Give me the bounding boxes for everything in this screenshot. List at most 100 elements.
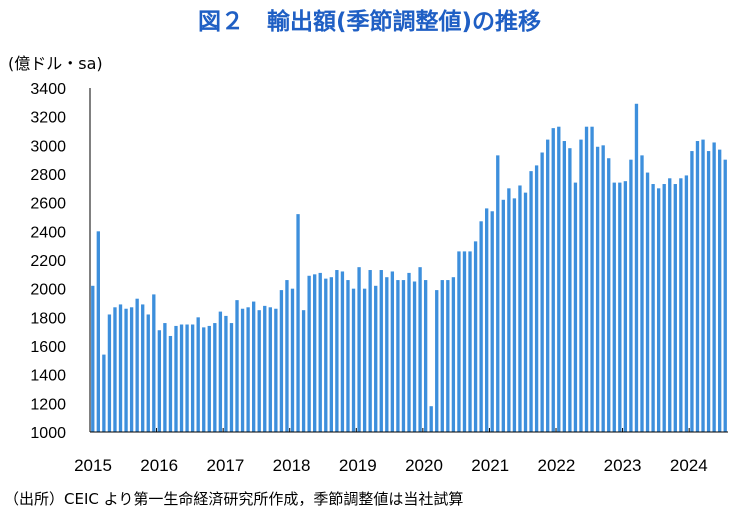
- x-tick-label: 2022: [537, 456, 575, 475]
- bar: [385, 277, 389, 432]
- bar: [346, 280, 350, 432]
- bar: [263, 305, 267, 432]
- bar: [257, 310, 261, 432]
- bar: [129, 307, 134, 432]
- x-tick-label: 2021: [471, 456, 509, 475]
- bar: [224, 315, 228, 432]
- bar: [418, 267, 422, 432]
- chart-title: 図２ 輸出額(季節調整値)の推移: [197, 9, 542, 35]
- bar: [584, 126, 589, 432]
- bar: [579, 139, 583, 432]
- bar: [645, 172, 650, 432]
- bar: [518, 185, 522, 432]
- bar: [124, 308, 128, 432]
- bar: [651, 184, 655, 432]
- x-tick-label: 2018: [273, 456, 311, 475]
- bar: [252, 301, 256, 432]
- bar: [496, 155, 500, 432]
- bar: [357, 267, 361, 432]
- bar: [379, 270, 383, 432]
- y-tick-label: 2400: [30, 224, 66, 241]
- bar: [712, 142, 716, 432]
- bar: [485, 208, 489, 432]
- bar: [163, 323, 167, 432]
- bar: [640, 155, 644, 432]
- bar: [551, 128, 555, 432]
- x-tick-label: 2017: [206, 456, 244, 475]
- bar: [479, 221, 483, 432]
- bar-series: [91, 103, 727, 433]
- bar: [590, 126, 594, 432]
- y-axis-ticks: 1000 1200 1400 1600 1800 2000 2200 2400 2600 2800…: [30, 81, 66, 442]
- bar: [701, 139, 705, 432]
- y-tick-label: 2800: [30, 167, 66, 184]
- bar: [429, 406, 433, 432]
- bar: [285, 280, 289, 432]
- bar: [229, 323, 234, 432]
- bar: [401, 280, 406, 432]
- bar: [113, 307, 117, 432]
- bar: [490, 211, 494, 432]
- bar: [135, 298, 139, 432]
- bar: [529, 171, 533, 432]
- bar: [540, 152, 544, 432]
- bar: [190, 324, 195, 432]
- bar: [634, 103, 639, 433]
- bar: [573, 182, 578, 432]
- bar: [235, 300, 239, 432]
- bar: [673, 184, 677, 432]
- bar: [396, 280, 400, 432]
- x-tick-label: 2020: [405, 456, 443, 475]
- bar: [690, 151, 694, 432]
- bar: [546, 139, 550, 432]
- bar: [446, 280, 450, 432]
- bar: [534, 165, 539, 432]
- y-tick-label: 3000: [30, 138, 66, 155]
- bar: [423, 280, 428, 432]
- bar: [473, 241, 478, 432]
- bar: [440, 280, 444, 432]
- x-axis-ticks: 2015 2016 2017 2018 2019 2020 2021 2022 2023 2024: [74, 456, 708, 475]
- bar: [368, 270, 372, 432]
- bar: [196, 317, 200, 432]
- y-tick-label: 3200: [30, 110, 66, 127]
- bar: [562, 141, 566, 432]
- bar: [362, 288, 367, 432]
- bar: [501, 199, 505, 432]
- y-tick-label: 2600: [30, 196, 66, 213]
- bar: [313, 274, 317, 432]
- bar: [557, 126, 561, 432]
- axes: [89, 88, 728, 433]
- bar: [340, 271, 345, 432]
- bar: [96, 231, 100, 432]
- bar: [706, 151, 711, 432]
- bar: [507, 188, 511, 432]
- x-tick-label: 2016: [140, 456, 178, 475]
- bar: [618, 182, 622, 432]
- bar: [329, 277, 333, 432]
- y-tick-label: 2000: [30, 282, 66, 299]
- bar: [595, 146, 600, 432]
- bar: [174, 325, 178, 432]
- bar: [301, 310, 306, 432]
- bar: [335, 270, 339, 432]
- bar: [152, 294, 156, 432]
- bar: [91, 285, 95, 432]
- bar: [240, 308, 245, 432]
- bar: [407, 272, 411, 432]
- bar: [146, 314, 150, 432]
- bar: [296, 214, 300, 432]
- bar: [462, 251, 467, 432]
- bar: [179, 324, 184, 432]
- bar: [612, 182, 616, 432]
- bar: [213, 323, 217, 432]
- bar: [307, 275, 311, 432]
- bar: [607, 158, 611, 433]
- bar: [457, 251, 461, 432]
- y-tick-label: 1200: [30, 396, 66, 413]
- y-tick-label: 1800: [30, 310, 66, 327]
- bar: [684, 175, 689, 432]
- x-tick-label: 2024: [670, 456, 708, 475]
- bar: [662, 184, 666, 432]
- bar: [723, 159, 727, 433]
